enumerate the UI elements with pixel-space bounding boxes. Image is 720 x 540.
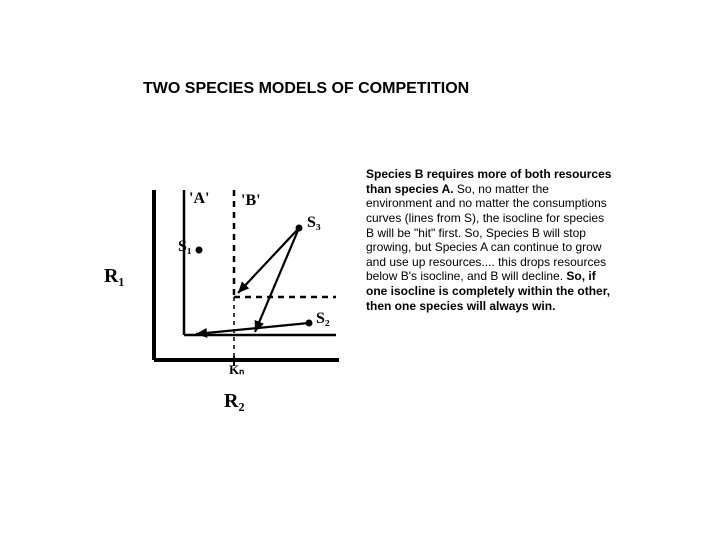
para-body: So, no matter the environment and no mat… — [366, 182, 607, 284]
diagram-svg — [104, 180, 354, 420]
competition-diagram: R₁ R₂ 'A' 'B' S₁ S₂ S₃ Kₙ — [104, 180, 354, 420]
page-title: TWO SPECIES MODELS OF COMPETITION — [143, 80, 469, 98]
explanation-paragraph: Species B requires more of both resource… — [366, 167, 612, 313]
